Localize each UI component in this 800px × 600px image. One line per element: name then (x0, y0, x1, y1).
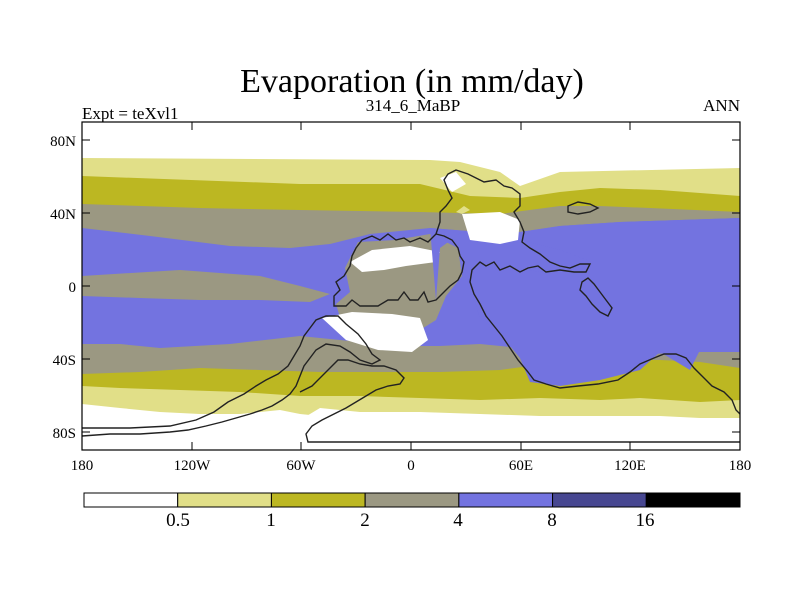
colorbar-label: 1 (266, 510, 276, 531)
y-tick-label: 40N (50, 207, 76, 223)
colorbar-label: 4 (453, 510, 463, 531)
x-tick-label: 180 (729, 458, 752, 474)
x-tick-label: 120W (174, 458, 212, 474)
x-tick-label: 180 (71, 458, 94, 474)
colorbar-swatch (364, 492, 460, 508)
colorbar-swatch (177, 492, 272, 508)
season-label: ANN (703, 96, 740, 115)
y-tick-label: 40S (53, 353, 76, 369)
eastern-continent-desert (462, 212, 520, 244)
x-tick-label: 60E (509, 458, 533, 474)
colorbar-swatch (270, 492, 366, 508)
colorbar (83, 492, 741, 508)
colorbar-label: 8 (547, 510, 557, 531)
y-tick-label: 80N (50, 134, 76, 150)
western-continent-coast (333, 233, 465, 307)
y-axis-ticks (82, 139, 740, 433)
colorbar-swatch (458, 492, 554, 508)
colorbar-label: 2 (360, 510, 370, 531)
x-axis-ticks (81, 122, 741, 450)
experiment-label: Expt = teXvl1 (82, 104, 178, 123)
colorbar-swatch (83, 492, 179, 508)
evaporation-field (82, 122, 740, 450)
period-label: 314_6_MaBP (366, 96, 460, 115)
western-continent-arid (350, 246, 440, 272)
southern-polar-cap (82, 408, 740, 450)
colorbar-label: 16 (636, 510, 655, 531)
eastern-continent-coast (435, 169, 740, 415)
x-tick-label: 60W (286, 458, 316, 474)
island-b (579, 277, 613, 317)
x-tick-label: 0 (407, 458, 415, 474)
colorbar-label: 0.5 (166, 510, 190, 531)
southern-ocean-coast (299, 359, 740, 443)
y-tick-label: 0 (69, 280, 77, 296)
eastern-continent-desert-rim (456, 206, 470, 214)
y-tick-label: 80S (53, 426, 76, 442)
western-continent-arid-2 (322, 312, 428, 352)
island-a (567, 201, 600, 215)
eastern-continent-interior (430, 218, 740, 386)
colorbar-swatch (552, 492, 647, 508)
equatorial-grey-band (82, 270, 330, 302)
coastlines (82, 169, 740, 443)
colorbar-swatch (645, 492, 741, 508)
x-tick-label: 120E (614, 458, 646, 474)
map-title: Evaporation (in mm/day) (240, 63, 584, 100)
southern-continent-coast (82, 315, 382, 437)
